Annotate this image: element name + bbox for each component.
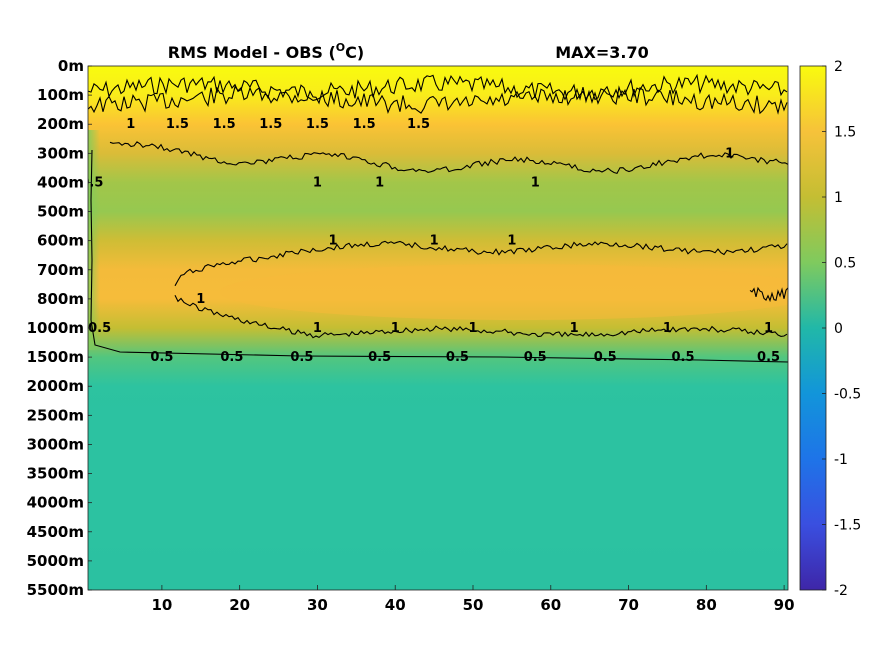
contour-label: 1.5 bbox=[306, 117, 329, 132]
y-tick-label: 700m bbox=[37, 261, 84, 279]
contour-labels: 1.51 1.5 1.5 1.5 1.5 1.5 1.51.5 1.5 1.5 1.5 1.51 1 1… bbox=[80, 30, 780, 365]
contour-label: 1 bbox=[531, 175, 540, 190]
colorbar-tick-label: 0.5 bbox=[834, 256, 856, 272]
contour-label: 0.5 bbox=[220, 350, 243, 365]
contour-label: 1.5 bbox=[166, 117, 189, 132]
contour-label: 0.5 bbox=[290, 350, 313, 365]
plot-area: 1.51 1.5 1.5 1.5 1.5 1.5 1.51.5 1.5 1.5 1.5 1.51 1 1… bbox=[80, 30, 788, 590]
colorbar-tick-label: -0.5 bbox=[834, 387, 861, 403]
x-axis-ticks: 10 20 30 40 50 60 70 80 90 bbox=[151, 585, 795, 614]
contour-label: 1.5 bbox=[259, 117, 282, 132]
colorbar-tick-label: 1 bbox=[834, 190, 843, 206]
contour-label: 1.5 bbox=[757, 30, 780, 45]
contour-label: 1 bbox=[328, 234, 337, 249]
contour-1-upper bbox=[109, 141, 788, 175]
contour-label: 1 bbox=[313, 321, 322, 336]
contour-label: 1 bbox=[391, 321, 400, 336]
contour-0.5 bbox=[90, 149, 788, 363]
contour-label: 1 bbox=[725, 146, 734, 161]
contour-label: 0.5 bbox=[88, 321, 111, 336]
y-tick-label: 0m bbox=[58, 57, 84, 75]
contour-1.5-upper bbox=[88, 73, 788, 101]
y-tick-label: 500m bbox=[37, 203, 84, 221]
colorbar-tick-label: 1.5 bbox=[834, 125, 856, 141]
x-tick-label: 70 bbox=[618, 596, 639, 614]
y-tick-label: 3000m bbox=[27, 435, 84, 453]
y-tick-label: 400m bbox=[37, 173, 84, 191]
y-tick-label: 800m bbox=[37, 290, 84, 308]
contour-label: 1 bbox=[313, 175, 322, 190]
contour-label: 1 bbox=[570, 321, 579, 336]
contour-label: 0.5 bbox=[150, 350, 173, 365]
contour-label: 0.5 bbox=[80, 175, 103, 190]
y-tick-label: 4000m bbox=[27, 494, 84, 512]
contour-label: 1 bbox=[196, 292, 205, 307]
y-tick-label: 3500m bbox=[27, 465, 84, 483]
title-degree-superscript: O bbox=[336, 41, 345, 54]
colorbar-tick-label: 0 bbox=[834, 321, 843, 337]
y-tick-label: 5500m bbox=[27, 581, 84, 599]
thermocline-max-core bbox=[220, 264, 788, 320]
y-tick-label: 4500m bbox=[27, 523, 84, 541]
contour-label: 0.5 bbox=[524, 350, 547, 365]
x-tick-label: 80 bbox=[696, 596, 717, 614]
contour-label: 1.5 bbox=[88, 30, 111, 45]
contour-1.5-lower bbox=[88, 85, 788, 115]
x-tick-label: 60 bbox=[540, 596, 561, 614]
contour-label: 1 bbox=[663, 321, 672, 336]
y-tick-label: 2500m bbox=[27, 406, 84, 424]
contour-label: 0.5 bbox=[671, 350, 694, 365]
x-tick-label: 90 bbox=[774, 596, 795, 614]
y-tick-label: 200m bbox=[37, 115, 84, 133]
contour-label: 0.5 bbox=[757, 350, 780, 365]
contour-label: 0.5 bbox=[446, 350, 469, 365]
contour-label: 1 bbox=[764, 321, 773, 336]
contour-label: 1 bbox=[126, 117, 135, 132]
colorbar bbox=[799, 65, 827, 591]
contour-label: 1 bbox=[375, 175, 384, 190]
colorbar-tick-label: -1.5 bbox=[834, 518, 861, 534]
colorbar-tick-label: -1 bbox=[834, 452, 848, 468]
x-tick-label: 40 bbox=[385, 596, 406, 614]
contour-lines bbox=[88, 73, 788, 363]
contour-label: 1 bbox=[468, 321, 477, 336]
contour-label: 1.5 bbox=[353, 117, 376, 132]
contour-1-lens-bottom bbox=[174, 294, 788, 339]
x-tick-label: 10 bbox=[151, 596, 172, 614]
colorbar-tick-label: -2 bbox=[834, 583, 848, 599]
y-tick-label: 5000m bbox=[27, 552, 84, 570]
y-tick-label: 2000m bbox=[27, 377, 84, 395]
contour-label: 1.5 bbox=[671, 30, 694, 45]
y-axis-depth-ticks: 0m 100m 200m 300m 400m 500m 600m 700m 800m 1000m 1… bbox=[27, 57, 92, 599]
left-edge-band bbox=[88, 130, 100, 350]
contour-label: 0.5 bbox=[368, 350, 391, 365]
x-tick-label: 20 bbox=[229, 596, 250, 614]
contour-label: 1 bbox=[430, 234, 439, 249]
y-tick-label: 100m bbox=[37, 86, 84, 104]
chart-title: RMS Model - OBS (OC) bbox=[168, 41, 364, 62]
colorbar-ticks: 2 1.5 1 0.5 0 -0.5 -1 -1.5 -2 bbox=[822, 59, 861, 599]
contour-label: 0.5 bbox=[594, 350, 617, 365]
contour-label: 1 bbox=[507, 234, 516, 249]
contour-label: 1.5 bbox=[407, 117, 430, 132]
y-tick-label: 1000m bbox=[27, 319, 84, 337]
colorbar-tick-label: 2 bbox=[834, 59, 843, 75]
contour-label: 1.5 bbox=[213, 117, 236, 132]
contour-1-lens-top bbox=[174, 240, 788, 287]
chart-max-label: MAX=3.70 bbox=[555, 43, 649, 62]
y-tick-label: 600m bbox=[37, 232, 84, 250]
contour-1-east-patch bbox=[749, 286, 788, 303]
contour-label: 1.5 bbox=[500, 30, 523, 45]
y-tick-label: 1500m bbox=[27, 348, 84, 366]
y-tick-label: 300m bbox=[37, 144, 84, 162]
x-tick-label: 30 bbox=[307, 596, 328, 614]
x-tick-label: 50 bbox=[463, 596, 484, 614]
